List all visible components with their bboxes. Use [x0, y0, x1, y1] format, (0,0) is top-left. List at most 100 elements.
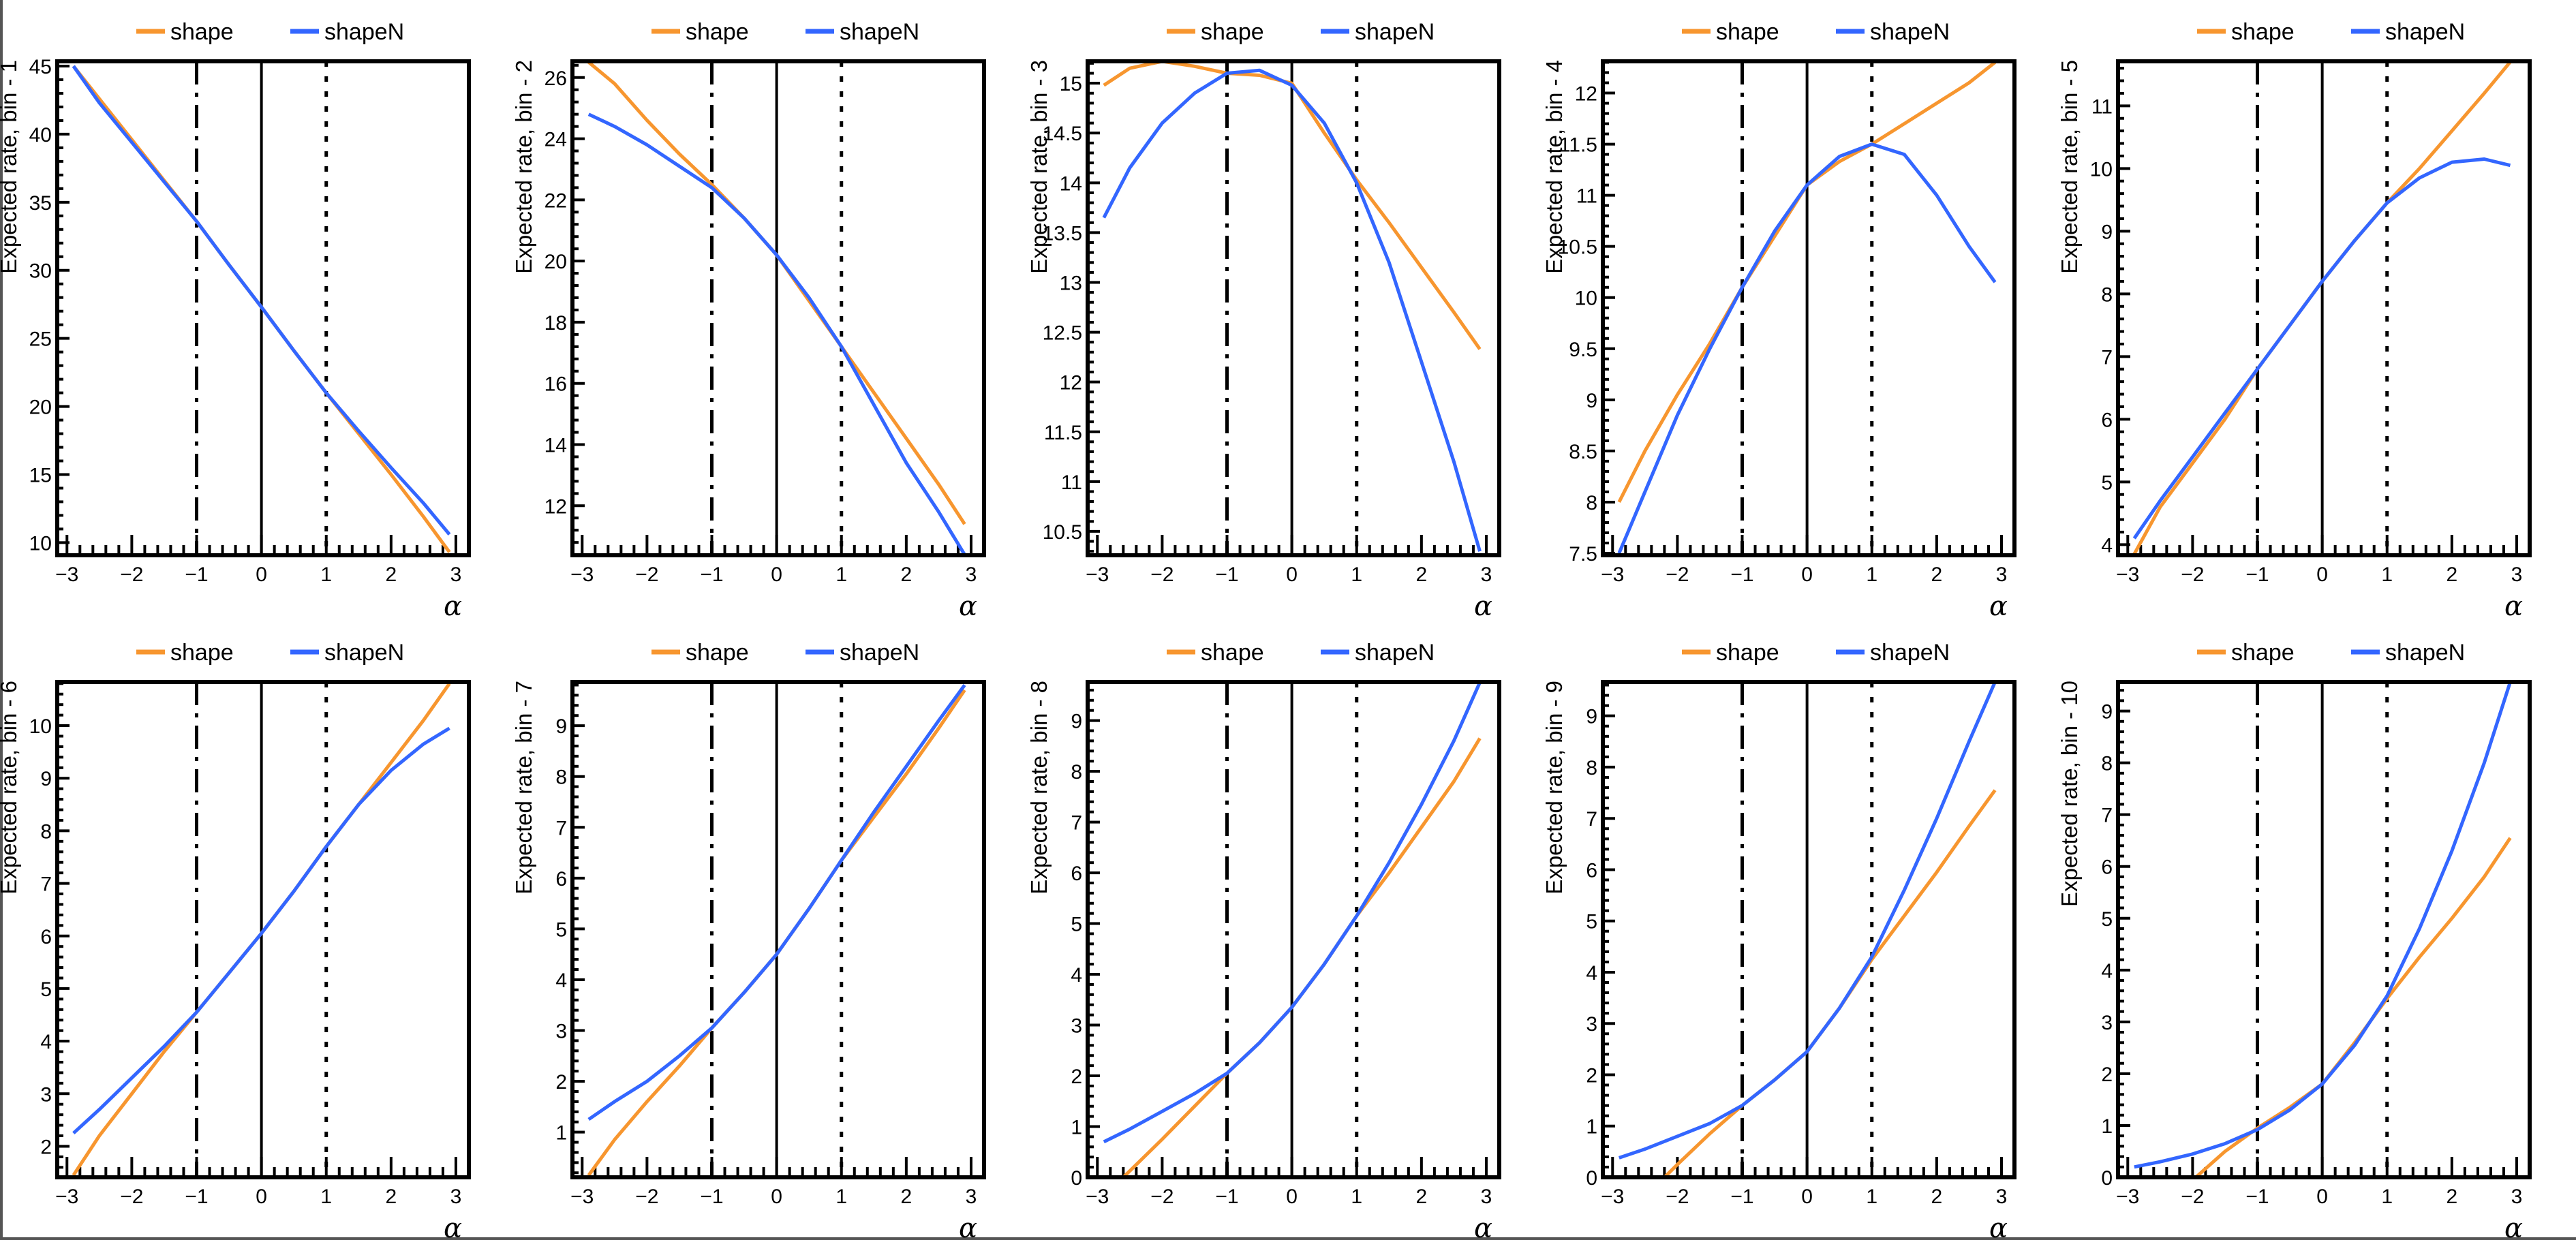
y-tick-label: 8: [1586, 757, 1597, 779]
series-line-shapeN: [2134, 682, 2512, 1169]
y-tick-label: 1: [2101, 1115, 2113, 1138]
y-tick-label: 11.5: [1559, 134, 1597, 157]
y-axis-label: Expected rate, bin - 4: [1542, 60, 1567, 274]
x-tick-label: −3: [570, 1185, 594, 1208]
x-tick-label: 1: [2381, 1185, 2393, 1208]
legend-label-shape: shape: [2231, 19, 2295, 45]
legend-label-shape: shape: [686, 19, 749, 45]
y-tick-label: 13.5: [1043, 222, 1082, 245]
x-tick-label: 2: [1416, 563, 1428, 586]
x-tick-label: 2: [901, 1185, 913, 1208]
x-tick-label: 2: [1931, 1185, 1943, 1208]
y-tick-label: 10: [29, 532, 52, 555]
legend-label-shape: shape: [170, 640, 234, 666]
x-axis-label: α: [1989, 1213, 2008, 1240]
series-line-shapeN: [587, 684, 966, 1121]
x-axis-label: α: [959, 1213, 977, 1240]
legend-label-shapeN: shapeN: [2385, 19, 2465, 45]
y-axis-label: Expected rate, bin - 10: [2057, 681, 2082, 907]
x-tick-label: −2: [2181, 563, 2204, 586]
y-axis-label: Expected rate, bin - 9: [1542, 681, 1567, 895]
x-tick-label: 3: [450, 1185, 462, 1208]
legend: shape shapeN: [1682, 640, 1950, 666]
y-tick-label: 7.5: [1569, 543, 1597, 565]
y-axis-label: Expected rate, bin - 5: [2057, 60, 2082, 274]
x-tick-label: 0: [771, 563, 782, 586]
y-tick-label: 16: [545, 373, 567, 396]
y-tick-label: 6: [555, 868, 567, 890]
legend-label-shape: shape: [2231, 640, 2295, 666]
x-tick-label: −3: [55, 563, 78, 586]
y-tick-label: 5: [2101, 908, 2113, 931]
panel-7: shape shapeN −3 −2 −1 0 1 2 3 1 2 3 4 5 6 7 8 9 α Expected …: [511, 640, 986, 1240]
y-tick-label: 45: [29, 56, 52, 78]
legend: shape shapeN: [651, 19, 919, 45]
x-tick-label: 0: [256, 1185, 267, 1208]
x-tick-label: −2: [635, 563, 658, 586]
legend: shape shapeN: [1167, 19, 1435, 45]
y-tick-label: 5: [2101, 471, 2113, 494]
y-tick-label: 10.5: [1043, 521, 1082, 544]
panel-2: shape shapeN−3 −2 −1 0 1 2 31214161820222426αEx…: [511, 19, 986, 622]
legend-label-shapeN: shapeN: [1870, 640, 1950, 666]
y-tick-label: 14: [1060, 172, 1082, 195]
legend-label-shapeN: shapeN: [840, 19, 919, 45]
x-tick-label: −2: [1150, 1185, 1174, 1208]
panel-6: shape shapeN −3 −2 −1 0 1 2 3 2 3 4 5 6 7 8 9 10 α Expected…: [0, 640, 471, 1240]
y-axis-label: Expected rate, bin - 7: [511, 681, 536, 895]
y-tick-label: 1: [1071, 1117, 1082, 1139]
y-tick-label: 30: [29, 260, 52, 283]
legend-label-shape: shape: [170, 19, 234, 45]
x-tick-label: 0: [2316, 563, 2328, 586]
y-tick-label: 7: [2101, 346, 2113, 369]
y-tick-label: 7: [1586, 808, 1597, 831]
y-tick-label: 35: [29, 192, 52, 215]
legend-label-shape: shape: [1716, 19, 1779, 45]
y-tick-label: 15: [29, 464, 52, 486]
x-tick-label: 0: [1801, 563, 1813, 586]
x-tick-label: −3: [1601, 563, 1624, 586]
series-line-shapeN: [1102, 68, 1482, 552]
x-tick-label: 3: [450, 563, 462, 586]
x-tick-label: −1: [2245, 563, 2269, 586]
plot-frame: [55, 680, 471, 1179]
y-tick-label: 2: [2101, 1064, 2113, 1086]
x-tick-label: −1: [1215, 1185, 1238, 1208]
y-tick-label: 8: [1586, 492, 1597, 514]
series-line-shapeN: [1617, 142, 1997, 554]
y-tick-label: 9: [1586, 390, 1597, 412]
y-tick-label: 8.5: [1569, 441, 1597, 463]
panel-8: shape shapeN −3 −2 −1 0 1 2 3 0 1 2 3 4 5 6 7 8 9 α Expected…: [1026, 640, 1501, 1240]
y-tick-label: 3: [1071, 1015, 1082, 1038]
x-axis-label: α: [1474, 1213, 1492, 1240]
series-line-shapeN: [72, 65, 451, 536]
x-tick-label: 0: [1286, 563, 1298, 586]
x-tick-label: 0: [256, 563, 267, 586]
y-tick-label: 25: [29, 328, 52, 351]
legend-label-shapeN: shapeN: [1870, 19, 1950, 45]
y-tick-label: 4: [2101, 960, 2113, 982]
y-tick-label: 5: [40, 978, 52, 1001]
legend: shape shapeN: [2197, 19, 2465, 45]
x-tick-label: 2: [386, 563, 397, 586]
x-tick-label: 1: [1866, 1185, 1877, 1208]
y-axis-label: Expected rate, bin - 6: [0, 681, 21, 895]
legend: shape shapeN: [1682, 19, 1950, 45]
y-tick-label: 0: [2101, 1167, 2113, 1190]
x-tick-label: 0: [2316, 1185, 2328, 1208]
y-tick-label: 2: [555, 1071, 567, 1094]
legend-label-shape: shape: [686, 640, 749, 666]
x-tick-label: 2: [1931, 563, 1943, 586]
x-tick-label: −2: [1666, 1185, 1689, 1208]
y-tick-label: 6: [2101, 856, 2113, 879]
x-tick-label: −1: [185, 563, 208, 586]
y-tick-label: 14.5: [1043, 123, 1082, 145]
y-tick-label: 7: [555, 817, 567, 839]
plot-frame: [1086, 59, 1501, 557]
series-line-shapeN: [2132, 157, 2511, 540]
plot-frame: [570, 59, 986, 557]
y-tick-label: 6: [2101, 409, 2113, 431]
legend: shape shapeN: [1167, 640, 1435, 666]
